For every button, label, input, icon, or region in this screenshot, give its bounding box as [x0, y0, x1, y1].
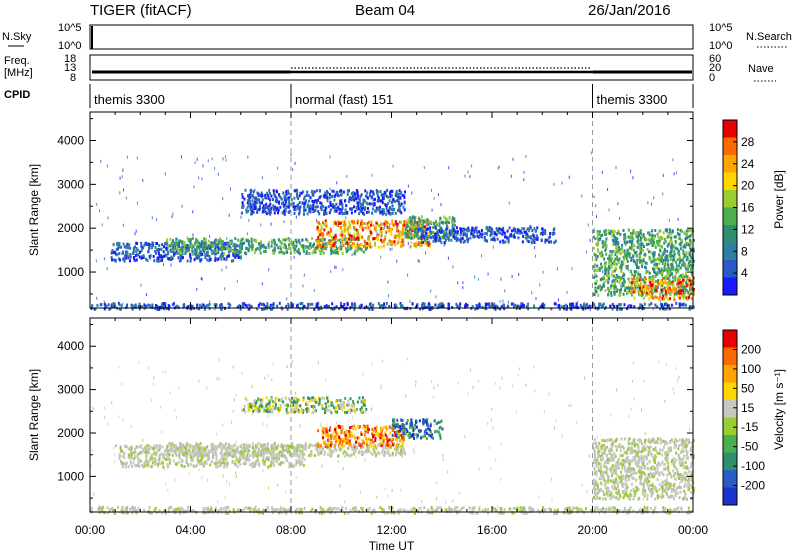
- colorbar-swatch: [723, 190, 737, 208]
- nave-tick-top: 60: [709, 53, 721, 65]
- colorbar-swatch: [723, 330, 737, 348]
- colorbar-tick-label: -50: [741, 440, 759, 454]
- x-tick-label: 00:00: [678, 523, 708, 537]
- freq-tick-mid: 13: [64, 62, 76, 74]
- nave-tick-mid: 20: [709, 62, 721, 74]
- colorbar-tick-label: 16: [741, 201, 755, 215]
- cpid-label: CPID: [4, 89, 30, 101]
- nsky-strip: N.Sky 10^5 10^0 10^5 10^0 N.Search: [2, 22, 792, 52]
- freq-label-2: [MHz]: [4, 67, 33, 79]
- colorbar-swatch: [723, 120, 737, 138]
- power-data-cells: [90, 151, 695, 311]
- nsky-tick-top: 10^5: [58, 22, 82, 34]
- colorbar-tick-label: 12: [741, 222, 755, 236]
- colorbar-swatch: [723, 207, 737, 225]
- cpid-segment-label: themis 3300: [597, 92, 668, 107]
- freq-strip: Freq. [MHz] 18 13 8 60 20 0 Nave: [4, 53, 776, 84]
- colorbar-label: Power [dB]: [772, 170, 786, 229]
- colorbar-tick-label: 20: [741, 179, 755, 193]
- x-tick-label: 16:00: [477, 523, 507, 537]
- nsearch-label: N.Search: [746, 31, 792, 43]
- colorbar-swatch: [723, 487, 737, 505]
- time-axis: 00:00 04:00 08:00 12:00 16:00 20:00 00:00 Time …: [75, 523, 708, 553]
- velocity-colorbar: 200 100 50 15 -15 -50 -100 -200 Velocity [m s⁻¹]: [722, 329, 786, 506]
- y-tick-label: 3000: [57, 383, 84, 397]
- colorbar-tick-label: -200: [741, 479, 765, 493]
- power-ylabel: Slant Range [km]: [27, 164, 41, 256]
- colorbar-swatch: [723, 365, 737, 383]
- velocity-panel: 1000 2000 3000 4000 Slant Range [km]: [27, 317, 695, 515]
- colorbar-label: Velocity [m s⁻¹]: [772, 369, 786, 450]
- station-title: TIGER (fitACF): [90, 2, 192, 19]
- colorbar-swatch: [723, 225, 737, 243]
- freq-tick-top: 18: [64, 53, 76, 65]
- nsearch-tick-bottom: 10^0: [709, 40, 733, 52]
- x-tick-label: 00:00: [75, 523, 105, 537]
- colorbar-swatch: [723, 260, 737, 278]
- freq-tick-bottom: 8: [70, 72, 76, 84]
- colorbar-tick-label: 15: [741, 401, 755, 415]
- nsky-tick-bottom: 10^0: [58, 40, 82, 52]
- x-tick-label: 08:00: [276, 523, 306, 537]
- colorbar-swatch: [723, 470, 737, 488]
- beam-title: Beam 04: [355, 2, 415, 19]
- colorbar-swatch: [723, 382, 737, 400]
- x-tick-label: 12:00: [376, 523, 406, 537]
- colorbar-tick-label: 8: [741, 244, 748, 258]
- date-title: 26/Jan/2016: [588, 2, 671, 19]
- velocity-ylabel: Slant Range [km]: [27, 369, 41, 461]
- y-tick-label: 2000: [57, 426, 84, 440]
- colorbar-tick-label: 4: [741, 266, 748, 280]
- colorbar-swatch: [723, 172, 737, 190]
- colorbar-tick-label: 200: [741, 342, 761, 356]
- cpid-strip: CPID themis 3300 normal (fast) 151 themis …: [4, 84, 694, 108]
- colorbar-tick-label: -15: [741, 420, 759, 434]
- colorbar-tick-label: 50: [741, 381, 755, 395]
- nsky-label: N.Sky: [2, 31, 32, 43]
- colorbar-swatch: [723, 435, 737, 453]
- x-axis-label: Time UT: [369, 539, 415, 553]
- colorbar-tick-label: 24: [741, 157, 755, 171]
- nave-tick-bottom: 0: [709, 72, 715, 84]
- velocity-data-cells: [90, 357, 695, 515]
- colorbar-swatch: [723, 452, 737, 470]
- y-tick-label: 1000: [57, 265, 84, 279]
- y-tick-label: 1000: [57, 469, 84, 483]
- nsearch-tick-top: 10^5: [709, 22, 733, 34]
- colorbar-swatch: [723, 137, 737, 155]
- freq-label-1: Freq.: [4, 55, 30, 67]
- colorbar-tick-label: 28: [741, 135, 755, 149]
- cpid-segment-label: themis 3300: [94, 92, 165, 107]
- colorbar-swatch: [723, 417, 737, 435]
- colorbar-tick-label: -100: [741, 459, 765, 473]
- x-tick-label: 20:00: [577, 523, 607, 537]
- colorbar-swatch: [723, 400, 737, 418]
- colorbar-tick-label: 100: [741, 362, 761, 376]
- colorbar-swatch: [723, 242, 737, 260]
- y-tick-label: 3000: [57, 177, 84, 191]
- x-tick-label: 04:00: [175, 523, 205, 537]
- y-tick-label: 4000: [57, 339, 84, 353]
- colorbar-swatch: [723, 155, 737, 173]
- nave-label: Nave: [748, 63, 774, 75]
- power-panel: 1000 2000 3000 4000 Slant Range [km]: [27, 111, 695, 311]
- y-tick-label: 4000: [57, 134, 84, 148]
- y-tick-label: 2000: [57, 221, 84, 235]
- colorbar-swatch: [723, 277, 737, 295]
- cpid-segment-label: normal (fast) 151: [295, 92, 393, 107]
- power-colorbar: 4 8 12 16 20 24 28 Power [dB]: [722, 119, 786, 296]
- colorbar-frame: [722, 329, 738, 506]
- colorbar-swatch: [723, 347, 737, 365]
